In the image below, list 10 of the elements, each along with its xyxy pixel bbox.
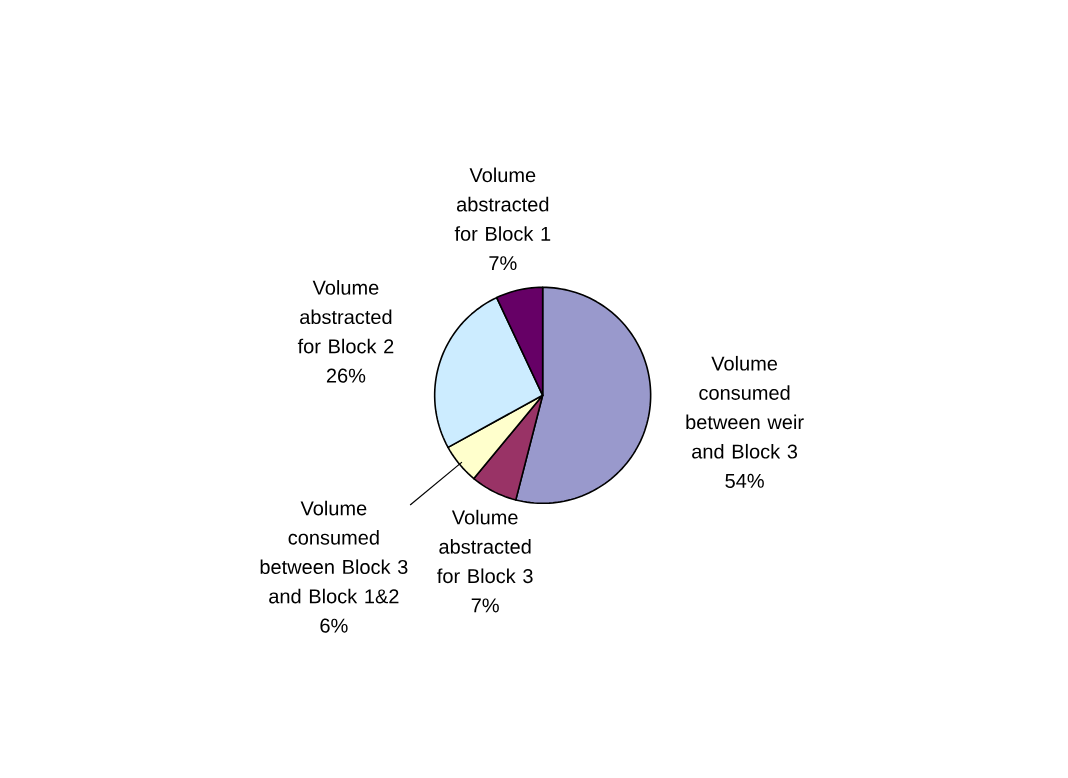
data-label: 54% [725, 473, 764, 488]
slice-label: Volume consumed between Block 3 and Block 1&2 [260, 500, 408, 604]
data-label: 6% [320, 618, 348, 633]
data-label: 26% [326, 368, 366, 383]
data-label: 7% [489, 256, 517, 271]
data-label: 7% [471, 598, 499, 613]
slice-label: Volume abstracted for Block 2 [297, 280, 394, 354]
slice-label: Volume consumed between weir and Block 3 [686, 355, 804, 459]
slice-label: Volume abstracted for Block 1 [454, 167, 551, 241]
slice-label: Volume abstracted for Block 3 [437, 509, 533, 584]
